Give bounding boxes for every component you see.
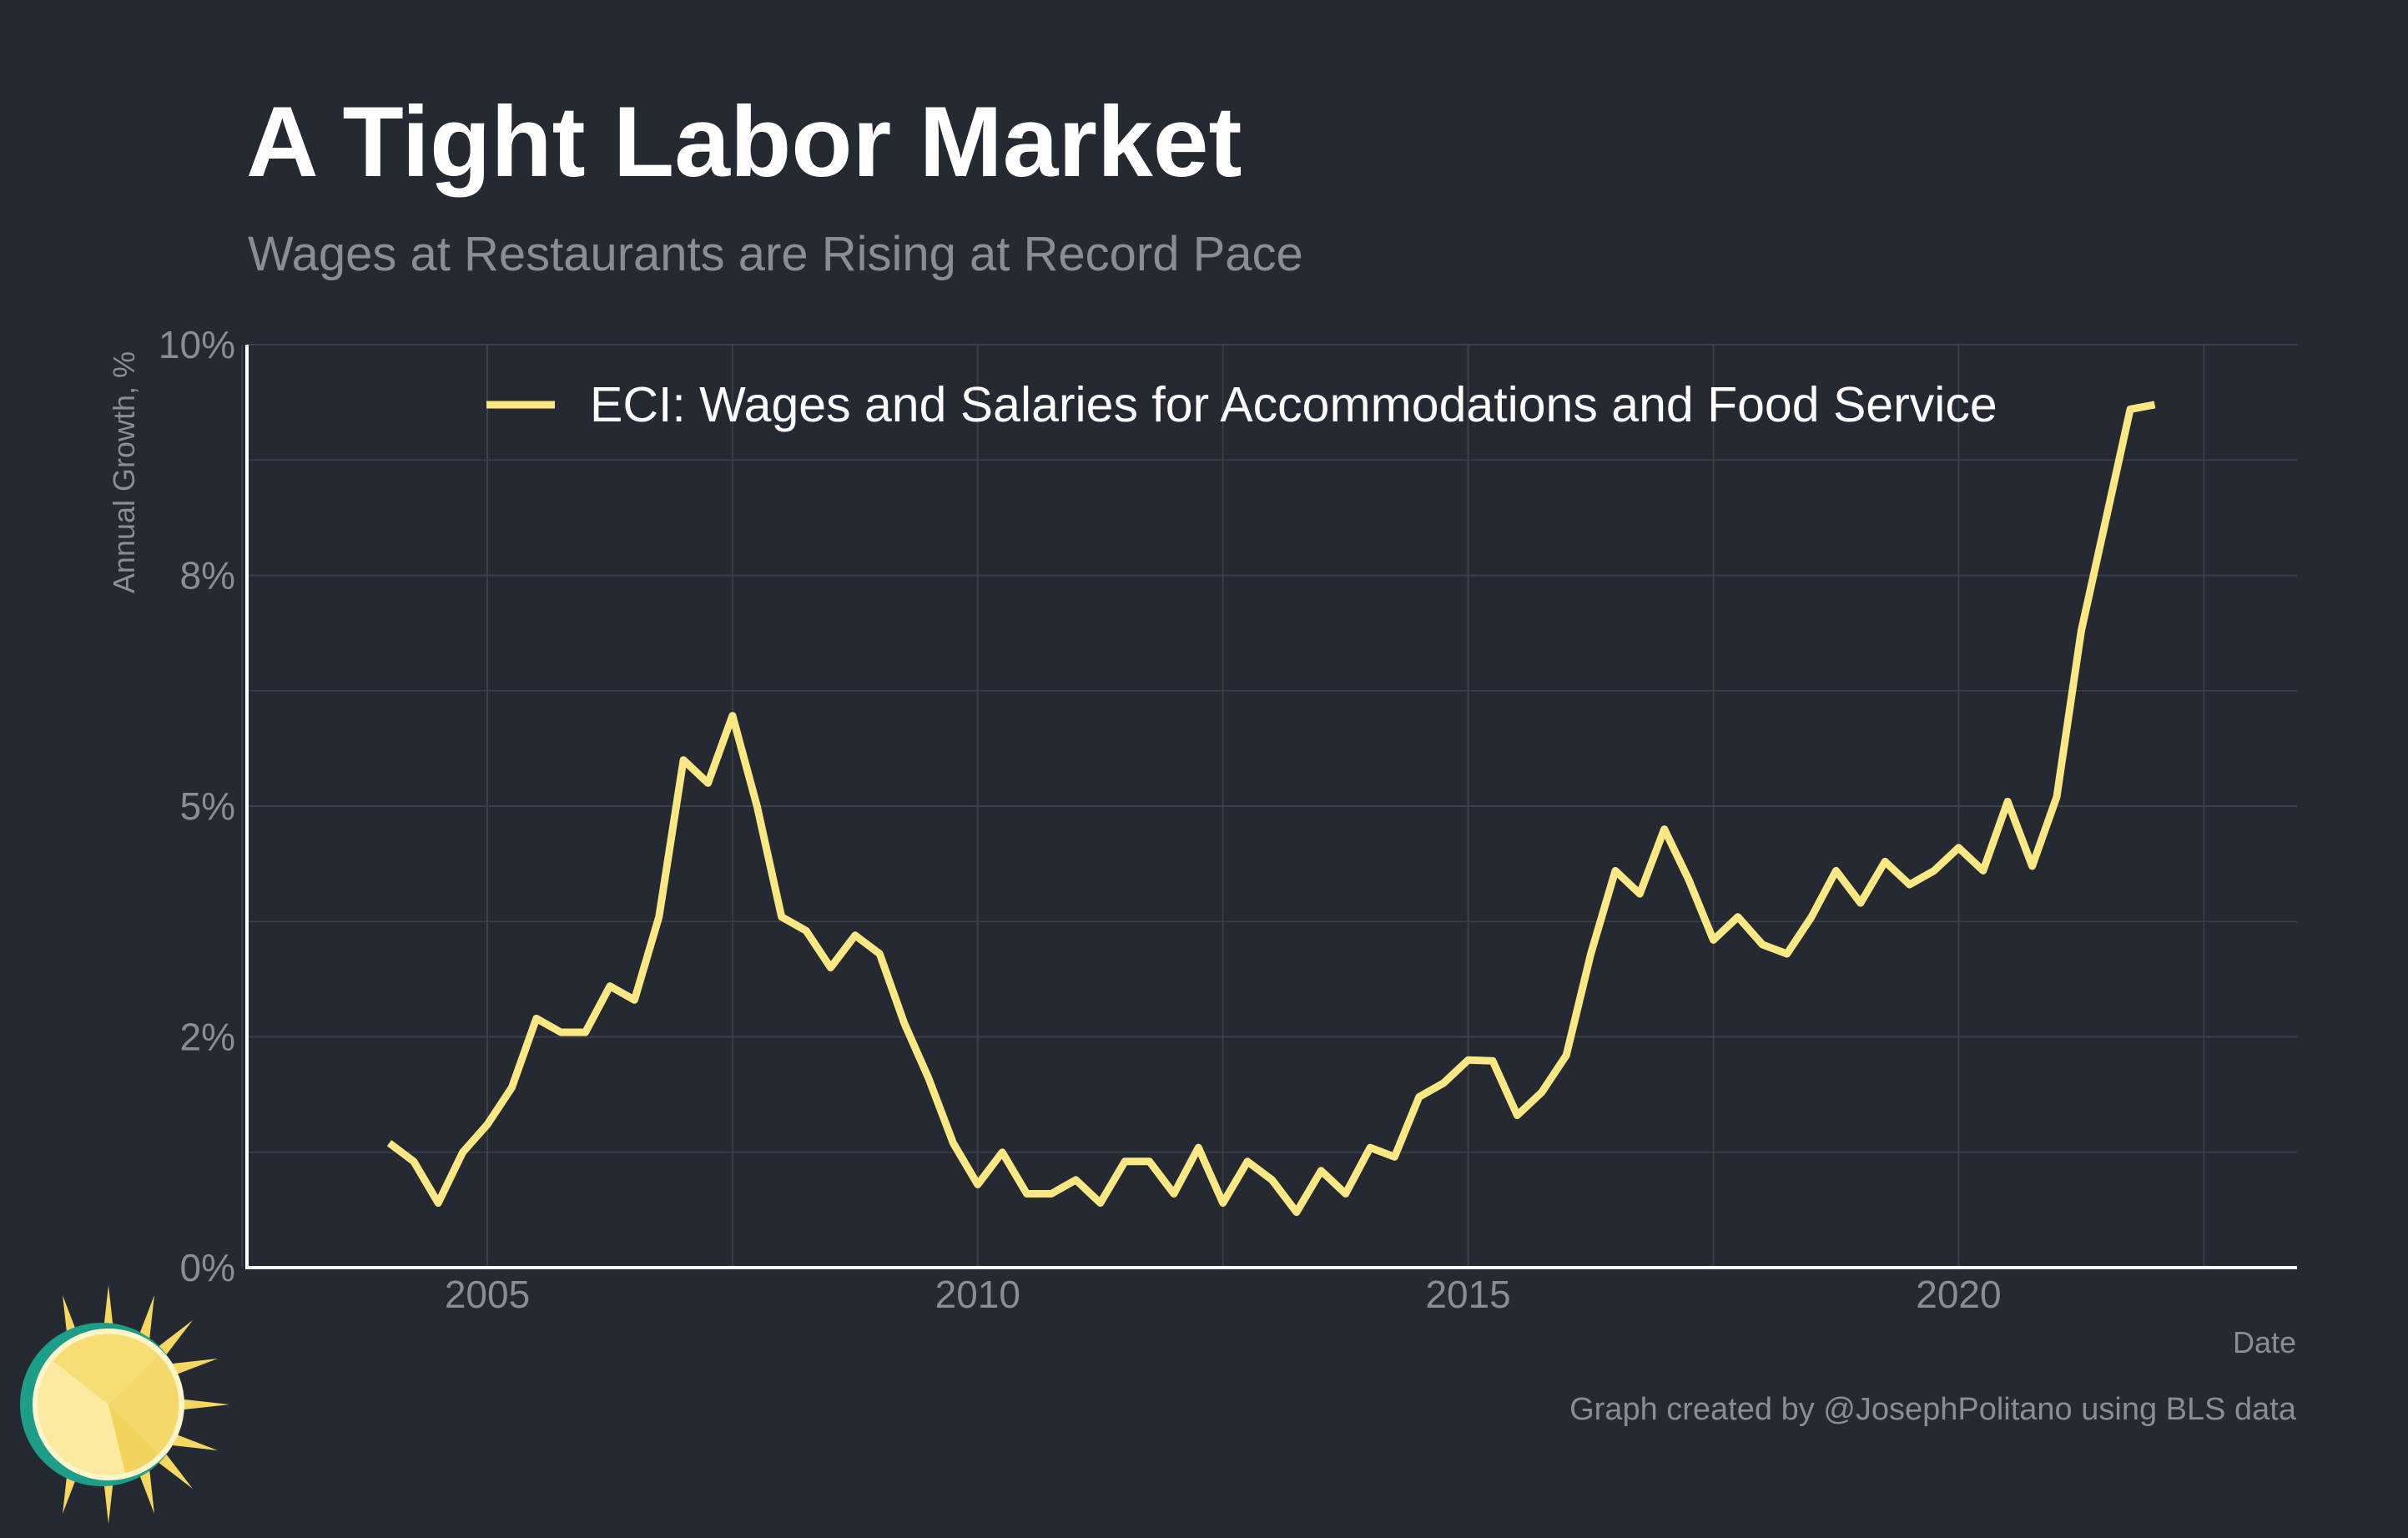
- x-tick-label: 2015: [1425, 1273, 1510, 1316]
- y-tick-label: 0%: [180, 1246, 235, 1289]
- x-tick-label: 2020: [1916, 1273, 2001, 1316]
- series-line: [386, 401, 2156, 1217]
- chart-title: A Tight Labor Market: [246, 86, 1242, 198]
- x-axis-title: Date: [2233, 1325, 2296, 1359]
- y-axis-title: Annual Growth, %: [107, 351, 141, 593]
- sun-icon: [20, 1285, 229, 1524]
- tick-labels: 0% 2% 5% 8% 10% 2005 2010 2015 2020 Annual Growth…: [107, 323, 2297, 1427]
- x-tick-label: 2010: [935, 1273, 1020, 1316]
- y-tick-label: 5%: [180, 784, 235, 828]
- series-lines: [386, 401, 2156, 1217]
- legend-label: ECI: Wages and Salaries for Accommodatio…: [590, 377, 1997, 432]
- chart-subtitle: Wages at Restaurants are Rising at Recor…: [248, 227, 1303, 281]
- axes: [245, 345, 2297, 1269]
- gridlines: [241, 344, 2297, 1268]
- legend: ECI: Wages and Salaries for Accommodatio…: [486, 377, 1997, 432]
- x-tick-label: 2005: [445, 1273, 530, 1316]
- source-caption: Graph created by @JosephPolitano using B…: [1569, 1392, 2297, 1427]
- y-tick-label: 8%: [180, 554, 235, 598]
- y-tick-label: 10%: [159, 323, 235, 366]
- y-tick-label: 2%: [180, 1016, 235, 1059]
